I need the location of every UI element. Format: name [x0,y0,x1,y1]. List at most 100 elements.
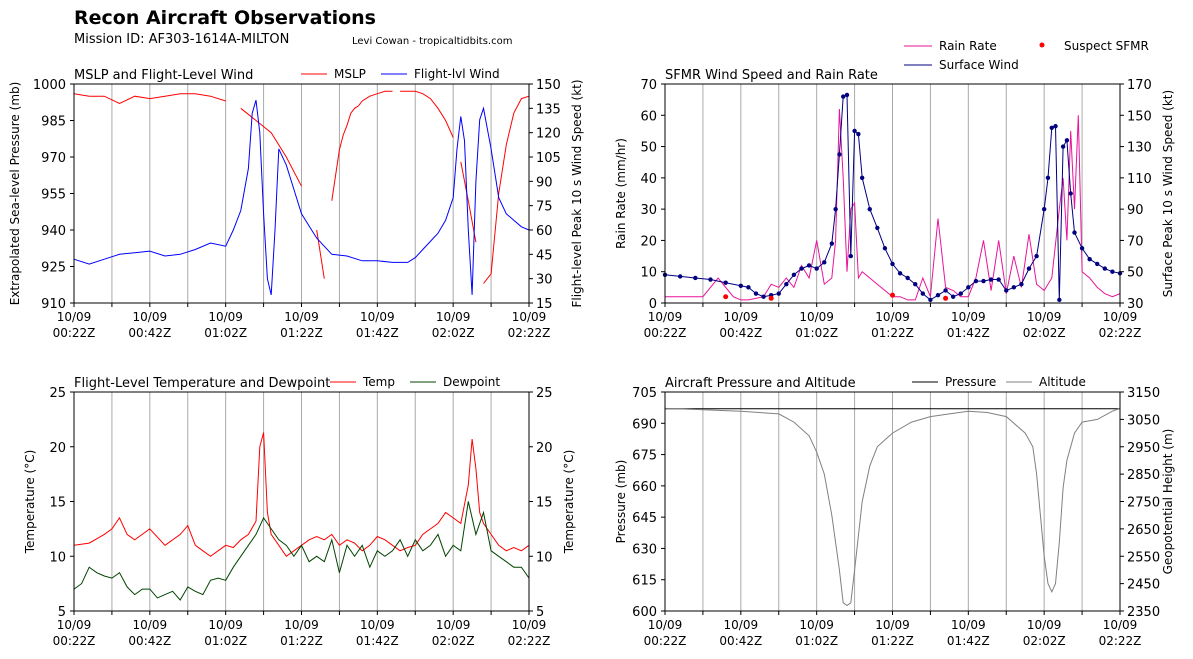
y2-tick-label: 2850 [1127,468,1160,483]
x-tick-label: 01:42Z [356,634,399,648]
x-tick-label: 10/09 [512,310,547,324]
surface-wind-point [829,241,835,246]
page-title: Recon Aircraft Observations [74,7,376,29]
surface-wind-point [738,283,744,288]
y-tick-label: 705 [632,386,657,401]
surface-wind-point [897,271,903,276]
y-axis-label: Rain Rate (mm/hr) [614,138,628,249]
y-tick-label: 630 [632,542,657,557]
x-tick-label: 10/09 [875,310,910,324]
x-tick-label: 10/09 [1027,618,1062,632]
legend-label: Temp [362,375,395,389]
y-tick-label: 30 [640,203,657,218]
x-tick-label: 10/09 [133,618,168,632]
legend-rain-label: Rain Rate [939,39,997,53]
x-tick-label: 10/09 [1027,310,1062,324]
surface-wind-point [1026,266,1032,271]
y-tick-label: 1000 [33,78,66,93]
surface-wind-point [841,94,846,99]
x-tick-label: 00:22Z [644,634,687,648]
x-tick-label: 10/09 [648,310,683,324]
x-tick-label: 00:42Z [128,326,171,340]
series-altitude [664,407,1121,607]
surface-wind-point [1053,124,1058,129]
x-tick-label: 10/09 [875,618,910,632]
y2-tick-label: 15 [536,496,553,511]
y2-tick-label: 170 [1127,78,1152,93]
x-tick-label: 10/09 [951,618,986,632]
x-tick-label: 10/09 [436,310,471,324]
top-right-legend: Rain Rate Surface Wind Suspect SFMR [904,39,1149,72]
x-tick-label: 10/09 [1103,618,1138,632]
suspect-sfmr-point [943,295,949,301]
y-axis-label: Extrapolated Sea-level Pressure (mb) [8,82,22,306]
surface-wind-point [753,291,759,296]
surface-wind-point [913,282,918,287]
y-tick-label: 50 [640,141,657,156]
x-tick-label: 10/09 [724,618,759,632]
suspect-sfmr-point [768,295,774,301]
y2-tick-label: 5 [536,605,544,620]
x-tick-label: 10/09 [360,618,395,632]
x-tick-label: 10/09 [360,310,395,324]
surface-wind-point [814,266,819,271]
surface-wind-point [950,294,956,299]
x-tick-label: 00:22Z [644,326,687,340]
surface-wind-point [723,280,728,285]
y-tick-label: 10 [49,550,66,565]
x-tick-label: 10/09 [57,310,92,324]
y2-axis-label: Geopotential Height (m) [1161,429,1175,575]
x-tick-label: 02:22Z [508,634,551,648]
surface-wind-point [981,278,986,284]
y-tick-label: 955 [41,188,66,203]
surface-wind-point [1079,246,1085,251]
x-tick-label: 01:02Z [204,326,247,340]
surface-wind-point [973,278,979,284]
x-tick-label: 00:22Z [53,326,96,340]
surface-wind-point [988,277,994,282]
surface-wind-point [1110,269,1115,274]
x-tick-label: 10/09 [799,618,834,632]
y-tick-label: 600 [632,605,657,620]
surface-wind-point [1102,266,1108,271]
surface-wind-point [1060,144,1066,149]
y2-tick-label: 120 [536,127,561,142]
y-tick-label: 690 [632,417,657,432]
x-tick-label: 01:42Z [947,326,990,340]
surface-wind-point [822,260,827,265]
y2-tick-label: 150 [536,78,561,93]
y2-tick-label: 110 [1127,172,1152,187]
legend-label: Pressure [945,375,996,389]
surface-wind-point [928,297,933,303]
y2-tick-label: 3150 [1127,386,1160,401]
x-tick-label: 02:22Z [1099,634,1142,648]
x-tick-label: 10/09 [284,310,319,324]
surface-wind-point [1019,282,1024,287]
surface-wind-point [856,131,861,137]
x-tick-label: 00:22Z [53,634,96,648]
y-tick-label: 20 [49,441,66,456]
y2-tick-label: 30 [536,273,553,288]
surface-wind-point [693,275,698,281]
y-tick-label: 0 [649,297,657,312]
surface-wind-point [1004,288,1009,293]
surface-wind-point [852,128,857,134]
surface-wind-point [996,277,1001,282]
x-tick-label: 01:22Z [871,634,914,648]
y2-tick-label: 10 [536,550,553,565]
x-tick-label: 10/09 [208,310,243,324]
x-tick-label: 10/09 [724,310,759,324]
chart-title: Aircraft Pressure and Altitude [665,376,856,391]
x-tick-label: 01:42Z [356,326,399,340]
x-tick-label: 02:02Z [432,326,475,340]
x-tick-label: 00:42Z [128,634,171,648]
x-tick-label: 02:22Z [1099,326,1142,340]
y2-tick-label: 2650 [1127,523,1160,538]
y2-tick-label: 2550 [1127,550,1160,565]
x-tick-label: 02:02Z [1023,326,1066,340]
x-tick-label: 10/09 [284,618,319,632]
y-tick-label: 645 [632,511,657,526]
y-tick-label: 925 [41,261,66,276]
x-tick-label: 02:22Z [508,326,551,340]
